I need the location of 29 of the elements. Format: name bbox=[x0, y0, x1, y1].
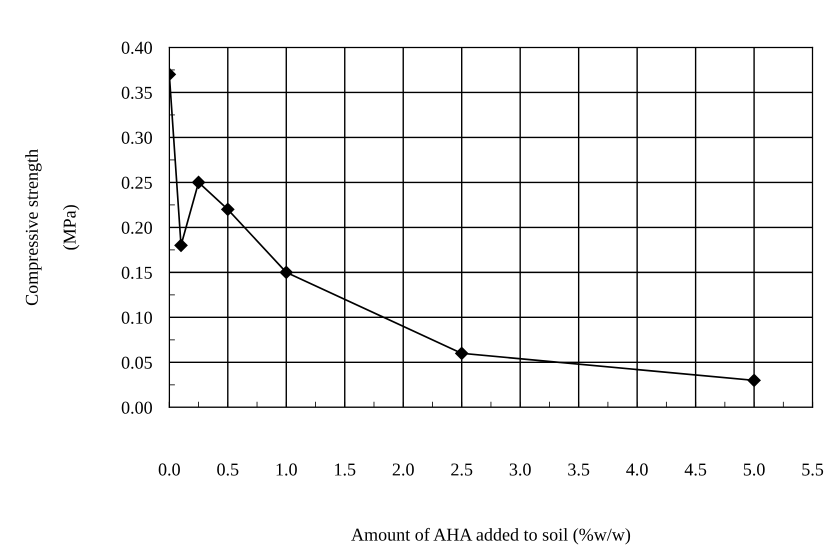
x-tick-label: 4.0 bbox=[626, 463, 648, 476]
x-tick-label: 0.0 bbox=[158, 463, 180, 476]
y-tick-label: 0.05 bbox=[122, 356, 152, 369]
point bbox=[192, 176, 206, 189]
x-tick-label: 0.5 bbox=[217, 463, 238, 476]
y-tick-label: 0.15 bbox=[122, 266, 152, 279]
x-axis-title: Amount of AHA added to soil (%w/w) bbox=[351, 528, 630, 544]
x-tick-label: 3.5 bbox=[568, 463, 590, 476]
point bbox=[174, 238, 188, 252]
x-tick-label: 3.0 bbox=[510, 463, 531, 476]
y-tick-label: 0.40 bbox=[122, 42, 152, 54]
x-tick-label: 1.0 bbox=[276, 463, 297, 476]
y-tick-label: 0.00 bbox=[122, 402, 152, 414]
y-tick-label: 0.20 bbox=[122, 222, 152, 234]
point bbox=[455, 346, 468, 360]
x-tick-label: 5.5 bbox=[802, 464, 824, 476]
y-tick-label: 0.25 bbox=[122, 176, 152, 189]
point bbox=[221, 202, 234, 216]
x-tick-label: 4.5 bbox=[684, 464, 706, 476]
y-axis-title: Compressive strength (MPa) bbox=[25, 149, 80, 306]
point bbox=[748, 374, 761, 387]
x-tick-label: 2.0 bbox=[392, 463, 414, 476]
x-tick-label: 1.5 bbox=[335, 464, 356, 476]
x-tick-label: 5.0 bbox=[744, 463, 765, 476]
y-tick-label: 0.30 bbox=[122, 132, 152, 144]
x-tick-label: 2.5 bbox=[451, 463, 472, 476]
y-tick-label: 0.10 bbox=[122, 312, 152, 324]
point bbox=[280, 266, 293, 279]
y-tick-label: 0.35 bbox=[122, 86, 152, 99]
